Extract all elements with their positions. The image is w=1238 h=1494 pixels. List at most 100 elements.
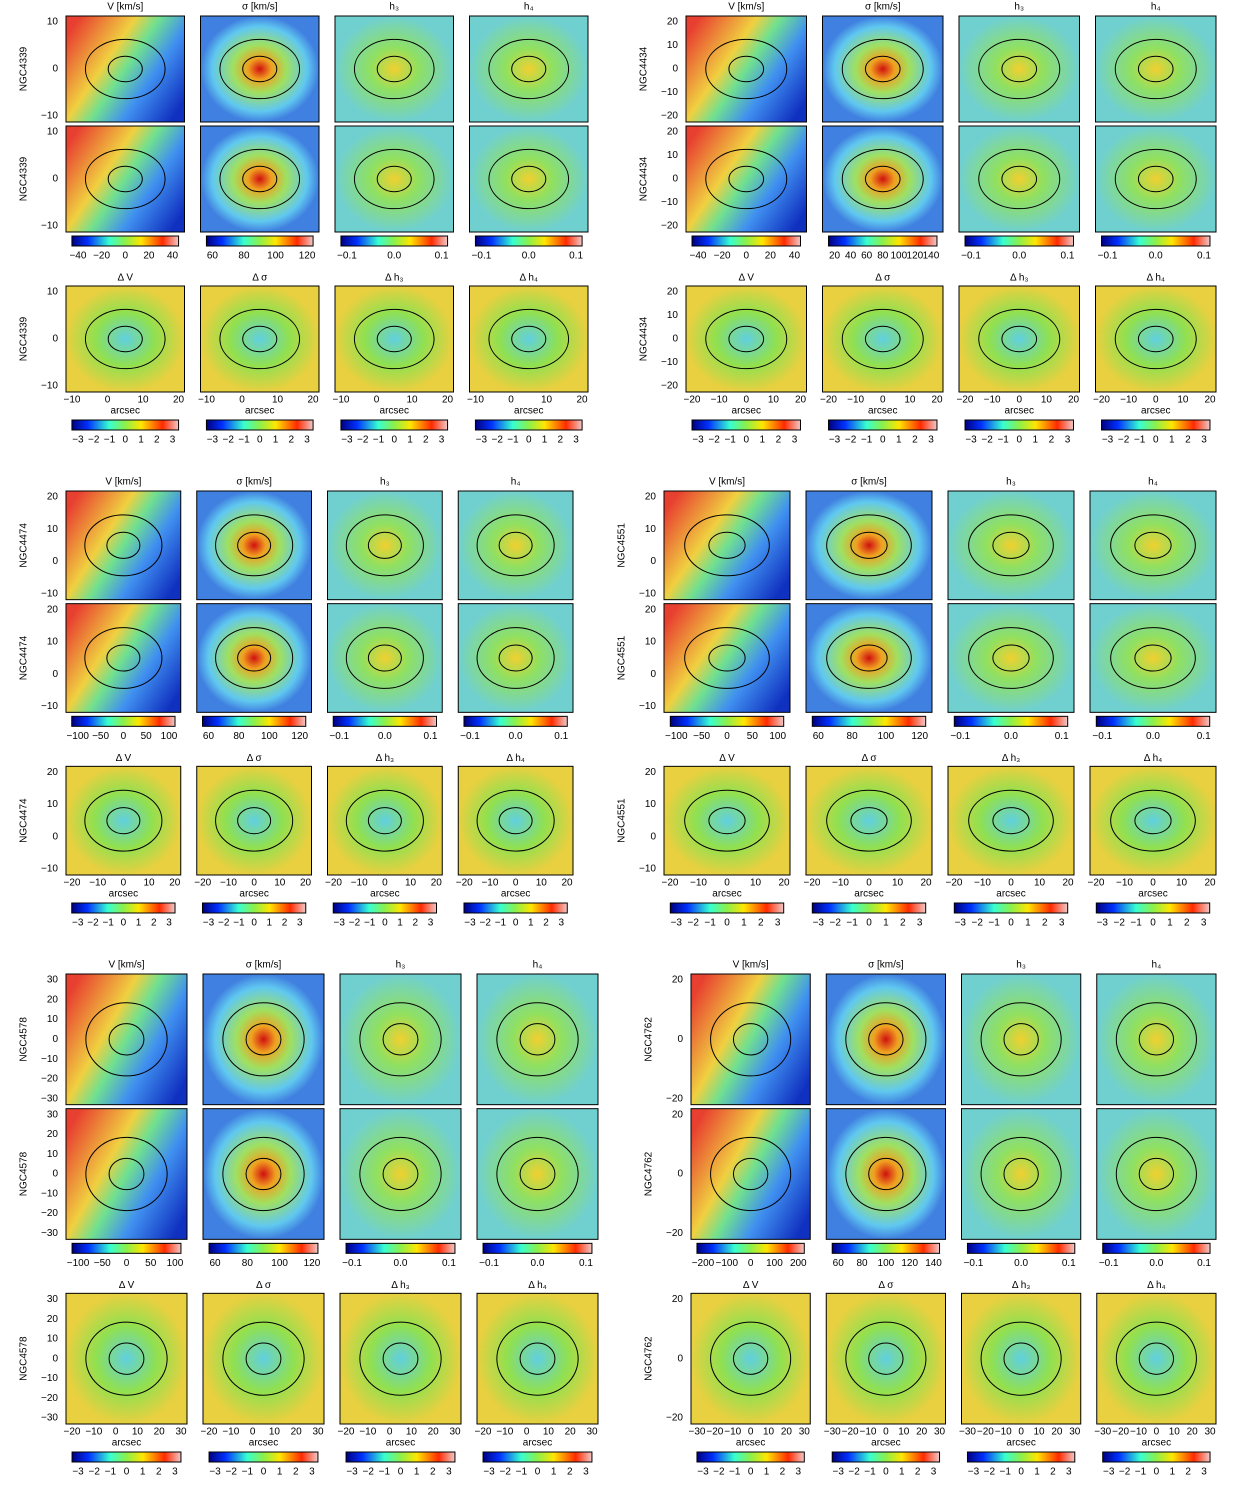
- isophote: [708, 644, 746, 672]
- isophote: [1001, 165, 1038, 193]
- map-title: h₄: [1148, 477, 1158, 488]
- colorbar-tick-label: −1: [242, 1467, 254, 1478]
- map-title: Δ h₄: [528, 1280, 547, 1291]
- isophote: [382, 1023, 419, 1056]
- colorbar-tick-label: 0: [743, 435, 749, 446]
- isophote: [519, 1023, 556, 1056]
- x-axis-label: arcsec: [712, 889, 741, 900]
- x-tick-label: −20: [820, 395, 837, 406]
- isophote: [106, 644, 141, 672]
- colorbar-tick-label: 0: [261, 1467, 267, 1478]
- colorbar: [463, 902, 568, 914]
- colorbar-tick-label: −0.1: [479, 1258, 499, 1269]
- x-tick-label: 20: [920, 878, 932, 889]
- y-tick-label: 0: [52, 64, 58, 75]
- colorbar: [345, 1242, 456, 1254]
- x-tick-label: 20: [565, 1427, 577, 1438]
- map-title: Δ h₄: [1144, 753, 1163, 764]
- colorbar-tick-label: −2: [848, 1467, 860, 1478]
- colorbar-tick-label: −2: [479, 918, 491, 929]
- map: [334, 15, 454, 123]
- colorbar-tick-label: −2: [829, 918, 841, 929]
- colorbar-tick-label: 3: [558, 918, 564, 929]
- colorbar-tick-label: 1: [551, 1467, 557, 1478]
- isophote: [85, 1136, 168, 1212]
- x-axis-label: arcsec: [1141, 406, 1170, 417]
- colorbar-tick-label: 80: [877, 251, 889, 262]
- x-tick-label: 0: [374, 395, 380, 406]
- colorbar-tick-label: −50: [94, 1258, 111, 1269]
- colorbar-tick-label: 2: [900, 918, 906, 929]
- x-tick-label: 10: [536, 878, 548, 889]
- x-axis-label: arcsec: [871, 1438, 900, 1449]
- colorbar-tick-label: 120: [299, 251, 316, 262]
- map: [663, 603, 791, 713]
- x-tick-label: 0: [387, 1427, 393, 1438]
- colorbar-tick-label: 100: [271, 1258, 288, 1269]
- y-tick-label: −10: [41, 701, 58, 712]
- y-tick-label: 20: [667, 287, 679, 298]
- colorbar-tick-label: −3: [72, 435, 84, 446]
- colorbar-tick-label: 120: [901, 1258, 918, 1269]
- isophote: [219, 148, 301, 210]
- y-tick-label: 30: [47, 1294, 59, 1305]
- colorbar-tick-label: 80: [233, 731, 245, 742]
- isophote: [1114, 308, 1197, 370]
- map: [200, 125, 320, 233]
- x-tick-label: 20: [1204, 878, 1216, 889]
- x-tick-label: 20: [442, 395, 454, 406]
- y-tick-label: 20: [47, 1314, 59, 1325]
- map: [961, 973, 1082, 1106]
- y-tick-label: 0: [650, 831, 656, 842]
- x-tick-label: −10: [974, 878, 991, 889]
- y-tick-label: 20: [667, 127, 679, 138]
- galaxy-label: NGC4762: [644, 1336, 655, 1381]
- x-axis-label: arcsec: [514, 406, 543, 417]
- colorbar-tick-label: 1: [407, 435, 413, 446]
- x-tick-label: 20: [300, 878, 312, 889]
- colorbar-tick-label: 0.1: [1055, 731, 1069, 742]
- isophote: [841, 148, 924, 210]
- map-title: Δ σ: [875, 273, 891, 284]
- map: [947, 603, 1075, 713]
- map: [339, 1108, 462, 1240]
- map: [202, 1292, 325, 1425]
- isophote: [85, 1321, 168, 1396]
- isophote: [980, 1136, 1062, 1212]
- x-tick-label: −20: [475, 1427, 492, 1438]
- galaxy-label: NGC4474: [19, 523, 30, 568]
- x-axis-label: arcsec: [111, 406, 140, 417]
- colorbar-tick-label: 0.0: [1014, 1258, 1028, 1269]
- x-tick-label: −10: [1130, 1427, 1147, 1438]
- map: [805, 603, 933, 713]
- colorbar-tick-label: 3: [297, 918, 303, 929]
- y-tick-label: −30: [41, 1093, 58, 1104]
- colorbar-tick-label: 3: [309, 1467, 315, 1478]
- colorbar-tick-label: −100: [716, 1258, 739, 1269]
- map: [65, 765, 182, 876]
- colorbar-tick-label: −3: [209, 1467, 221, 1478]
- y-tick-label: −10: [639, 701, 656, 712]
- y-tick-label: −10: [41, 1054, 58, 1065]
- map-title: Δ σ: [247, 753, 263, 764]
- y-tick-label: 0: [677, 1034, 683, 1045]
- map-title: σ [km/s]: [236, 477, 272, 488]
- colorbar-tick-label: 2: [1049, 435, 1055, 446]
- isophote: [845, 1136, 927, 1212]
- colorbar-tick-label: 0.0: [509, 731, 523, 742]
- y-tick-label: 20: [672, 975, 684, 986]
- colorbar-tick-label: 3: [1066, 1467, 1072, 1478]
- x-tick-label: 0: [1153, 395, 1159, 406]
- colorbar: [482, 1451, 593, 1463]
- colorbar-tick-label: 2: [154, 435, 160, 446]
- galaxy-label: NGC4474: [19, 635, 30, 680]
- colorbar-tick-label: −3: [1102, 435, 1114, 446]
- isophote: [684, 627, 770, 689]
- colorbar-tick-label: 1: [140, 1467, 146, 1478]
- map-title: Δ V: [738, 273, 754, 284]
- y-tick-label: −10: [41, 1373, 58, 1384]
- x-axis-label: arcsec: [109, 889, 138, 900]
- map-title: σ [km/s]: [246, 960, 282, 971]
